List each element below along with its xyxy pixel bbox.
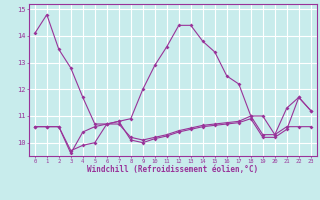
X-axis label: Windchill (Refroidissement éolien,°C): Windchill (Refroidissement éolien,°C) <box>87 165 258 174</box>
